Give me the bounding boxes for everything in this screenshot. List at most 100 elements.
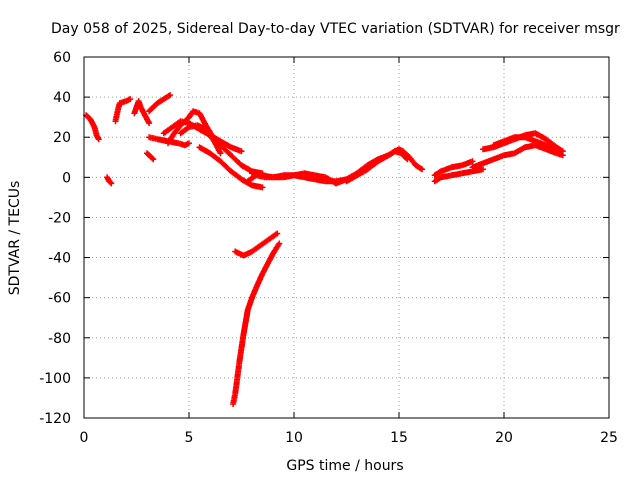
data-point-run: [146, 105, 156, 115]
x-axis-label: GPS time / hours: [286, 458, 403, 474]
y-tick-label: 20: [53, 130, 71, 146]
data-point-run: [230, 392, 238, 407]
data-point-run: [396, 146, 405, 154]
data-point-run: [123, 96, 132, 105]
data-point-run: [165, 131, 177, 147]
series-tr17: [333, 148, 411, 187]
data-point: [127, 96, 134, 103]
y-tick-label: -120: [39, 411, 71, 427]
data-point: [559, 148, 566, 155]
x-tick-label: 25: [600, 430, 618, 446]
data-point-run: [146, 152, 154, 160]
data-point-run: [150, 101, 160, 111]
y-tick-label: -40: [48, 251, 71, 267]
data-point-run: [196, 110, 208, 127]
data-point: [217, 150, 224, 157]
data-point-run: [406, 154, 418, 167]
data-point-run: [253, 272, 265, 291]
grid: [84, 57, 609, 418]
data-point: [404, 156, 411, 163]
series-tr12: [232, 230, 281, 259]
data-point: [95, 136, 102, 143]
data-point: [480, 166, 486, 173]
data-point-run: [207, 150, 223, 164]
y-tick-label: -60: [48, 291, 71, 307]
axis-ticks: 0 5 10 15 20 25 -120 -100 -80 -60 -40 -20 0 20 40 60: [39, 50, 618, 446]
y-tick-label: 0: [62, 170, 71, 186]
data-point-run: [196, 144, 212, 156]
data-point: [150, 156, 157, 163]
series-tr2: [104, 174, 115, 187]
data-point-run: [228, 168, 244, 182]
data-point-run: [93, 132, 101, 141]
data-point: [553, 146, 560, 153]
x-tick-label: 0: [80, 430, 89, 446]
data-point-run: [259, 260, 271, 277]
data-point-run: [228, 152, 244, 168]
y-tick-label: -100: [39, 371, 71, 387]
data-point: [274, 230, 281, 237]
x-tick-label: 15: [390, 430, 408, 446]
y-tick-label: -80: [48, 331, 71, 347]
x-tick-label: 20: [495, 430, 513, 446]
x-tick-label: 5: [185, 430, 194, 446]
data-point-run: [181, 140, 191, 149]
data-point-run: [249, 243, 262, 255]
data-point-run: [148, 154, 156, 162]
series-tr13: [230, 240, 283, 407]
series-tr3: [112, 96, 134, 125]
series-tr16: [343, 146, 426, 185]
series-tr20: [469, 142, 566, 171]
data-point-run: [106, 178, 114, 186]
data-point-run: [169, 119, 183, 131]
data-point-run: [144, 150, 152, 158]
data-point-run: [242, 308, 251, 325]
y-tick-label: 60: [53, 50, 71, 66]
data-point: [259, 184, 266, 191]
data-point-run: [431, 169, 443, 179]
data-point-run: [236, 250, 246, 258]
data-point-run: [257, 237, 271, 249]
data-point-run: [431, 175, 443, 185]
data-point-run: [177, 115, 191, 129]
data-point-run: [232, 376, 241, 397]
data-point: [276, 240, 283, 247]
series-tr5: [144, 150, 157, 163]
data-point-run: [217, 138, 233, 150]
data-point-run: [219, 144, 233, 158]
data-point-run: [412, 162, 424, 172]
data-point-run: [354, 163, 370, 177]
data-point: [419, 166, 426, 173]
data-point-run: [400, 148, 412, 160]
data-point-run: [177, 125, 191, 137]
data-points: [83, 92, 566, 407]
y-axis-label: SDTVAR / TECUs: [7, 181, 23, 296]
data-point-run: [244, 249, 254, 257]
data-point: [469, 158, 476, 165]
y-tick-label: -20: [48, 210, 71, 226]
data-point: [186, 140, 192, 147]
data-point: [108, 180, 115, 187]
data-point-run: [104, 174, 112, 183]
plot-frame: [83, 56, 610, 419]
data-point-run: [112, 109, 121, 125]
data-point-run: [265, 231, 279, 243]
series-tr1: [83, 112, 102, 143]
series-tr6: [146, 92, 174, 115]
data-point-run: [160, 92, 172, 103]
data-point-run: [238, 332, 247, 351]
series-tr4: [131, 98, 153, 127]
data-point-run: [160, 125, 174, 137]
data-point-run: [234, 360, 243, 381]
data-point-run: [343, 171, 359, 183]
series-tr7: [146, 134, 192, 149]
data-point-run: [154, 96, 166, 107]
data-point-run: [240, 320, 249, 337]
data-point-run: [240, 251, 250, 259]
data-point: [146, 120, 153, 127]
data-point-run: [232, 248, 241, 256]
series-tr18: [431, 158, 476, 179]
y-tick-label: 40: [53, 90, 71, 106]
data-point: [238, 148, 245, 155]
